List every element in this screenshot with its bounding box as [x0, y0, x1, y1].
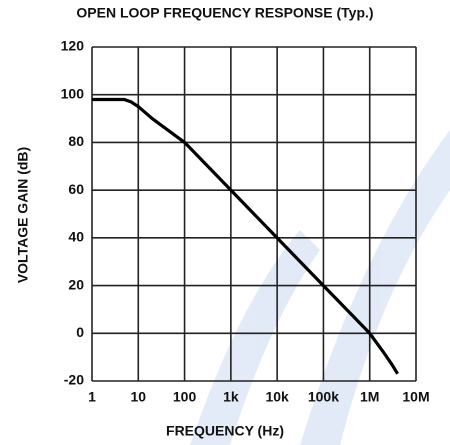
y-tick-label: 80	[68, 133, 84, 149]
y-tick-label: 40	[68, 229, 84, 245]
x-tick-label: 1M	[360, 389, 379, 405]
y-axis-label: VOLTAGE GAIN (dB)	[15, 147, 31, 283]
x-axis-label: FREQUENCY (Hz)	[166, 423, 284, 439]
y-tick-label: -20	[64, 372, 84, 388]
data-line	[92, 97, 399, 375]
y-tick-label: 20	[68, 276, 84, 292]
watermark	[190, 130, 450, 445]
x-tick-label: 100	[173, 389, 197, 405]
x-tick-label: 10	[130, 389, 146, 405]
y-tick-label: 120	[61, 38, 85, 54]
x-tick-label: 1	[88, 389, 96, 405]
x-tick-label: 100k	[308, 389, 339, 405]
chart-title: OPEN LOOP FREQUENCY RESPONSE (Typ.)	[76, 5, 373, 21]
y-tick-label: 100	[61, 85, 85, 101]
y-tick-label: 0	[76, 324, 84, 340]
y-tick-label: 60	[68, 181, 84, 197]
x-tick-label: 1k	[223, 389, 239, 405]
x-tick-label: 10M	[402, 389, 429, 405]
x-tick-label: 10k	[265, 389, 289, 405]
